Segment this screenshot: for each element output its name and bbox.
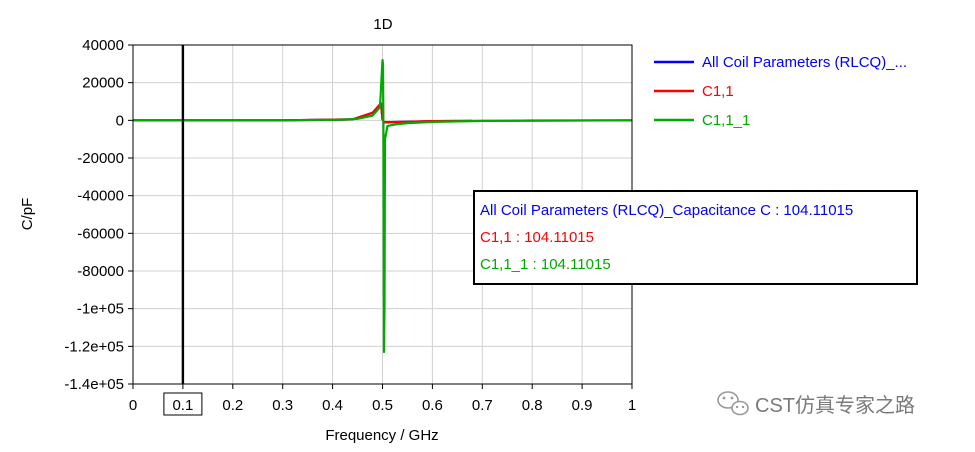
y-tick-label: -1e+05 bbox=[77, 301, 124, 318]
readout-frame bbox=[473, 190, 918, 285]
y-tick-label: -60000 bbox=[77, 225, 124, 242]
y-axis-label: C/pF bbox=[19, 198, 36, 231]
legend-entry: C1,1_1 bbox=[702, 112, 750, 129]
x-tick-label: 0.9 bbox=[572, 397, 593, 414]
legend-entry: All Coil Parameters (RLCQ)_... bbox=[702, 54, 907, 71]
readout-lines: All Coil Parameters (RLCQ)_Capacitance C… bbox=[480, 202, 853, 273]
x-axis-label: Frequency / GHz bbox=[325, 427, 438, 444]
x-tick-label: 0.3 bbox=[272, 397, 293, 414]
chart-title: 1D bbox=[373, 16, 392, 33]
legend: All Coil Parameters (RLCQ)_... C1,1 C1,1_1 bbox=[654, 54, 907, 129]
x-tick-label: 0.5 bbox=[372, 397, 393, 414]
y-tick-label: -40000 bbox=[77, 188, 124, 205]
series-layer bbox=[133, 58, 633, 354]
watermark: CST仿真专家之路 bbox=[717, 391, 915, 417]
readout-box: All Coil Parameters (RLCQ)_Capacitance C… bbox=[473, 190, 918, 285]
y-tick-label: -1.2e+05 bbox=[64, 338, 124, 355]
watermark-text: CST仿真专家之路 bbox=[755, 394, 915, 417]
x-tick-label: 0.1 bbox=[172, 397, 193, 414]
x-tick-label: 0.7 bbox=[472, 397, 493, 414]
series-line bbox=[133, 58, 633, 354]
tick-layer: 0 0.1 0.2 0.3 0.4 0.5 0.6 0.7 0.8 0.9 1 40000 20000 0… bbox=[64, 37, 636, 414]
x-tick-label: 0.6 bbox=[422, 397, 443, 414]
legend-entry: C1,1 bbox=[702, 83, 734, 100]
y-tick-label: -80000 bbox=[77, 263, 124, 280]
readout-line: All Coil Parameters (RLCQ)_Capacitance C… bbox=[480, 202, 853, 219]
y-tick-label: 40000 bbox=[82, 37, 124, 54]
x-tick-label: 0 bbox=[129, 397, 137, 414]
x-tick-label: 1 bbox=[628, 397, 636, 414]
readout-line: C1,1 : 104.11015 bbox=[480, 229, 594, 246]
marker-label-box bbox=[163, 392, 203, 416]
marker-layer bbox=[163, 45, 203, 416]
y-tick-label: -1.4e+05 bbox=[64, 376, 124, 393]
readout-line: C1,1_1 : 104.11015 bbox=[480, 256, 611, 273]
wechat-icon bbox=[717, 391, 749, 416]
x-tick-label: 0.4 bbox=[322, 397, 343, 414]
x-tick-label: 0.8 bbox=[522, 397, 543, 414]
y-tick-label: -20000 bbox=[77, 150, 124, 167]
x-tick-label: 0.2 bbox=[222, 397, 243, 414]
y-tick-label: 20000 bbox=[82, 75, 124, 92]
y-tick-label: 0 bbox=[116, 112, 124, 129]
